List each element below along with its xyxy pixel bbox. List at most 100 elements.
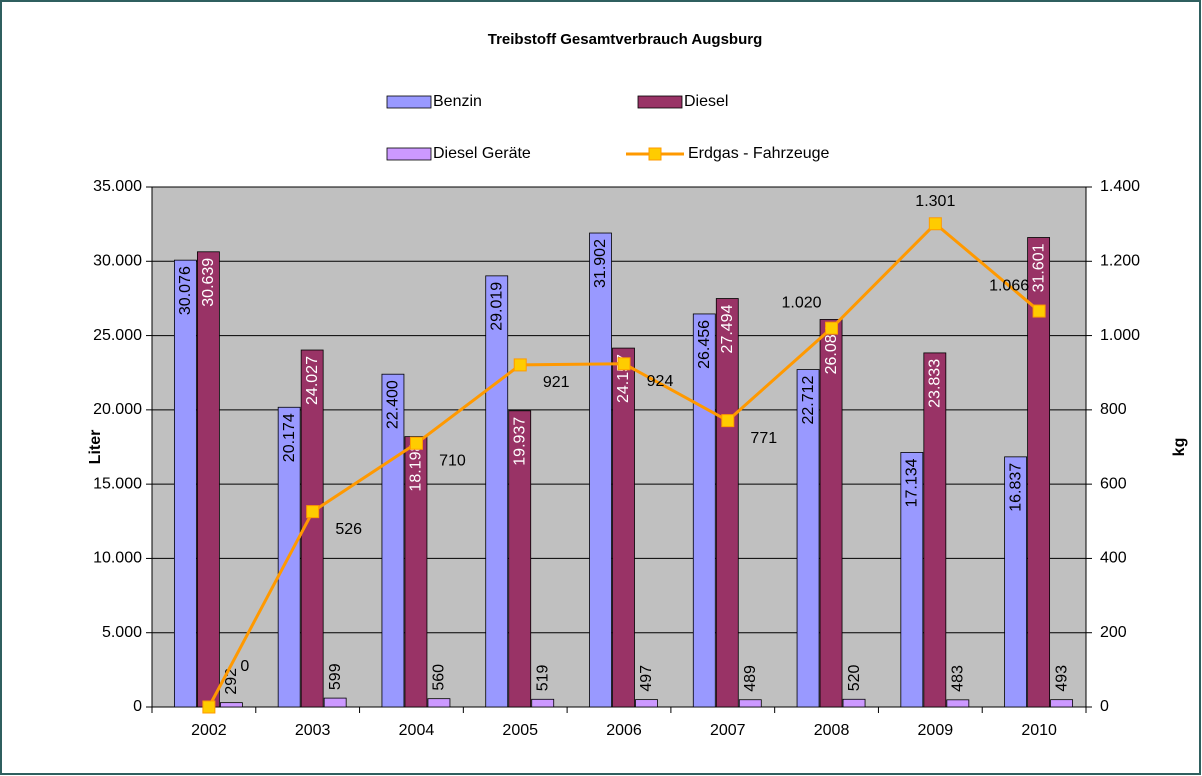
data-label: 24.027: [304, 356, 321, 405]
data-label: 27.494: [719, 304, 736, 353]
line-marker: [202, 700, 216, 714]
data-label: 31.601: [1030, 243, 1047, 292]
data-label: 0: [240, 658, 249, 675]
y-tick-label: 10.000: [93, 550, 142, 567]
y-tick-label: 35.000: [93, 178, 142, 195]
y2-tick-label: 1.000: [1100, 327, 1140, 344]
data-label: 26.456: [696, 320, 713, 369]
bar: [1050, 699, 1074, 708]
x-tick-label: 2008: [814, 722, 850, 739]
data-label: 31.902: [592, 239, 609, 288]
bar: [635, 699, 658, 708]
bar: [219, 702, 243, 708]
bar: [381, 373, 405, 708]
bar: [427, 698, 451, 708]
bar: [485, 275, 509, 708]
bar: [404, 436, 428, 708]
bar: [1027, 237, 1051, 708]
data-label: 17.134: [904, 458, 921, 507]
bar: [819, 319, 843, 708]
y-tick-label: 25.000: [93, 327, 142, 344]
line-marker: [825, 321, 839, 335]
x-tick-label: 2010: [1021, 722, 1057, 739]
line-marker: [721, 414, 735, 428]
bar: [300, 349, 324, 708]
bar: [796, 369, 820, 708]
data-label: 520: [846, 664, 863, 691]
legend-marker: [648, 147, 662, 161]
data-label: 483: [950, 665, 967, 692]
data-label: 710: [439, 453, 466, 470]
bar: [715, 298, 739, 708]
data-label: 29.019: [488, 282, 505, 331]
y2-tick-label: 400: [1100, 550, 1127, 567]
x-tick-label: 2009: [918, 722, 954, 739]
line-marker: [928, 217, 942, 231]
y-tick-label: 5.000: [102, 624, 142, 641]
data-label: 20.174: [281, 413, 298, 462]
x-tick-label: 2007: [710, 722, 746, 739]
legend-label: Benzin: [433, 93, 482, 110]
line-marker: [306, 505, 320, 519]
line-marker: [617, 357, 631, 371]
y2-tick-label: 200: [1100, 624, 1127, 641]
data-label: 22.712: [800, 375, 817, 424]
data-label: 497: [638, 665, 655, 692]
data-label: 18.198: [408, 443, 425, 492]
bar: [508, 410, 532, 708]
y2-axis-title: kg: [1171, 438, 1188, 457]
data-label: 489: [742, 665, 759, 692]
bar: [323, 697, 347, 708]
data-label: 22.400: [385, 380, 402, 429]
bar: [946, 699, 970, 708]
line-marker: [1032, 304, 1046, 318]
data-label: 771: [750, 430, 777, 447]
bar: [692, 313, 716, 708]
data-label: 1.301: [915, 193, 955, 210]
bar: [612, 347, 635, 708]
bar: [900, 452, 924, 708]
legend-swatch: [637, 95, 683, 109]
data-label: 26.084: [823, 325, 840, 374]
legend-swatch: [386, 147, 432, 161]
bar: [1004, 456, 1028, 708]
bar: [173, 259, 197, 708]
data-label: 30.076: [177, 266, 194, 315]
data-label: 19.937: [511, 417, 528, 466]
data-label: 519: [534, 664, 551, 691]
data-label: 560: [431, 664, 448, 691]
bar: [589, 232, 612, 708]
data-label: 526: [335, 521, 362, 538]
data-label: 1.020: [782, 294, 822, 311]
legend-label: Erdgas - Fahrzeuge: [688, 145, 830, 162]
data-label: 921: [543, 374, 570, 391]
y-tick-label: 15.000: [93, 475, 142, 492]
data-label: 1.066: [989, 277, 1029, 294]
data-label: 16.837: [1007, 463, 1024, 512]
data-label: 493: [1053, 665, 1070, 692]
y2-tick-label: 600: [1100, 475, 1127, 492]
bar: [531, 698, 555, 708]
bar: [842, 698, 866, 708]
y-axis-title: Liter: [87, 430, 104, 465]
y-tick-label: 0: [133, 698, 142, 715]
y2-tick-label: 800: [1100, 401, 1127, 418]
y2-tick-label: 1.400: [1100, 178, 1140, 195]
x-tick-label: 2004: [399, 722, 435, 739]
x-tick-label: 2003: [295, 722, 331, 739]
x-tick-label: 2006: [606, 722, 642, 739]
legend-swatch: [386, 95, 432, 109]
data-label: 292: [223, 668, 240, 695]
line-marker: [409, 436, 423, 450]
y-tick-label: 20.000: [93, 401, 142, 418]
x-tick-label: 2002: [191, 722, 227, 739]
y2-tick-label: 0: [1100, 698, 1109, 715]
y-tick-label: 30.000: [93, 253, 142, 270]
data-label: 30.639: [200, 258, 217, 307]
chart-title: Treibstoff Gesamtverbrauch Augsburg: [488, 31, 763, 48]
bar: [738, 699, 762, 708]
x-tick-label: 2005: [502, 722, 538, 739]
bar: [923, 352, 947, 708]
y2-tick-label: 1.200: [1100, 253, 1140, 270]
